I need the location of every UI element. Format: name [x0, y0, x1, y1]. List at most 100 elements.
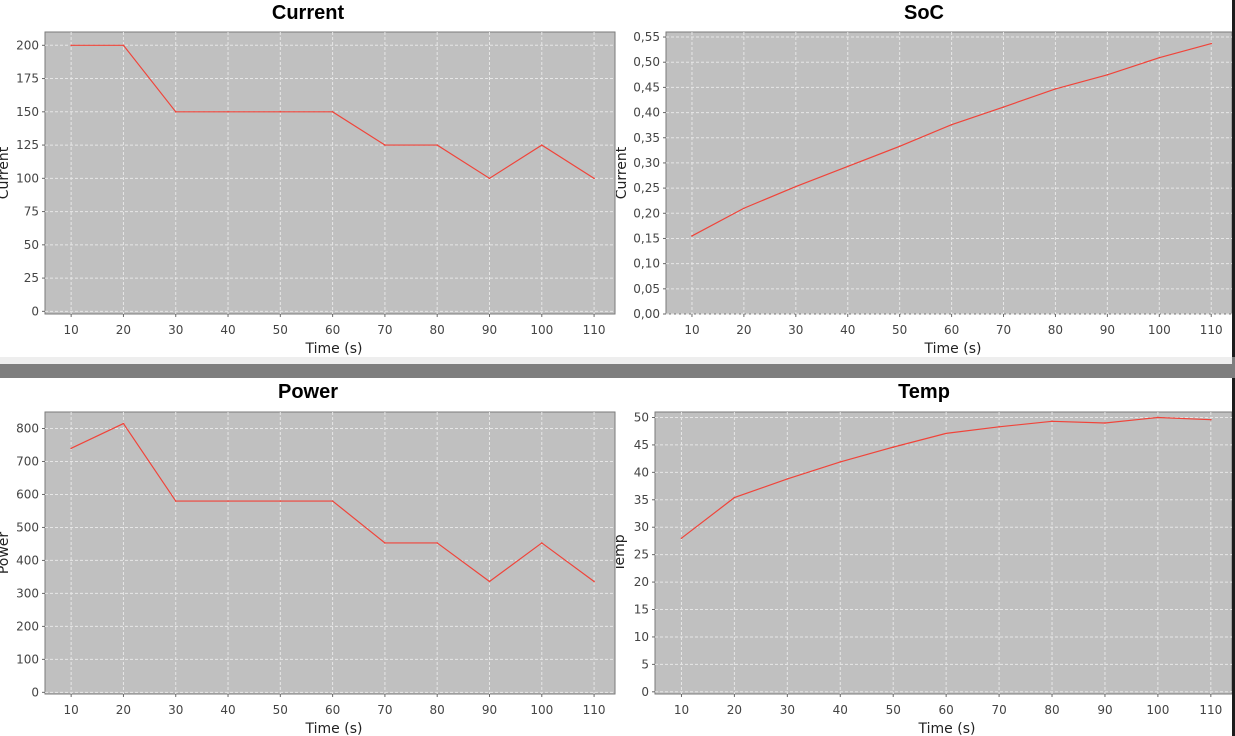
x-tick-label: 110	[1200, 323, 1223, 337]
y-tick-label: 600	[16, 487, 39, 501]
x-tick-label: 10	[64, 703, 79, 717]
x-tick-label: 20	[116, 323, 131, 337]
x-tick-label: 40	[833, 703, 848, 717]
y-tick-label: 25	[24, 271, 39, 285]
chart-title: Current	[272, 2, 345, 24]
data-point	[593, 177, 595, 180]
data-point	[122, 44, 125, 47]
x-tick-label: 30	[780, 703, 795, 717]
chart-title: SoC	[904, 2, 944, 24]
data-point	[898, 145, 901, 148]
x-tick-label: 80	[430, 323, 445, 337]
data-point	[945, 432, 947, 435]
plot-area[interactable]	[44, 31, 616, 315]
y-tick-label: 100	[16, 652, 39, 666]
x-tick-label: 60	[325, 703, 340, 717]
x-tick-label: 70	[996, 323, 1011, 337]
data-point	[384, 144, 386, 146]
x-tick-label: 100	[1146, 703, 1169, 717]
y-tick-label: 0,20	[633, 206, 660, 220]
y-axis-label: Temp	[616, 534, 628, 572]
data-point	[846, 165, 849, 168]
split-pane-gap	[0, 357, 1235, 364]
data-point	[998, 426, 1000, 428]
power-chart: 10 20 30 40 50 60 70 80 90 100 110 0 100 200 300 400 500…	[0, 381, 616, 736]
data-point	[950, 123, 953, 126]
chart-title: Power	[278, 381, 338, 403]
x-tick-label: 20	[727, 703, 742, 717]
y-tick-label: 0	[31, 685, 39, 699]
x-tick-label: 50	[886, 703, 901, 717]
x-tick-label: 50	[273, 703, 288, 717]
x-tick-label: 10	[674, 703, 689, 717]
plot-area[interactable]	[654, 411, 1232, 695]
y-tick-label: 0,10	[633, 257, 660, 271]
y-axis-label: Power	[0, 532, 12, 575]
x-tick-label: 40	[840, 323, 855, 337]
x-tick-label: 30	[168, 323, 183, 337]
x-tick-label: 90	[1097, 703, 1112, 717]
data-point	[70, 447, 72, 450]
x-tick-label: 20	[736, 323, 751, 337]
data-point	[436, 542, 439, 544]
x-tick-label: 30	[168, 703, 183, 717]
x-tick-label: 40	[220, 323, 235, 337]
x-tick-label: 30	[788, 323, 803, 337]
temp-chart: 10 20 30 40 50 60 70 80 90 100 110 0 5 10 15 20 25 30 35 40…	[616, 381, 1232, 736]
data-point	[174, 500, 177, 502]
x-axis-label: Time (s)	[305, 341, 363, 357]
data-point	[279, 500, 282, 502]
data-point	[384, 542, 386, 544]
y-tick-label: 40	[634, 465, 649, 479]
y-tick-label: 0,05	[633, 282, 660, 296]
x-tick-label: 90	[482, 703, 497, 717]
x-axis-label: Time (s)	[918, 721, 976, 736]
plot-area[interactable]	[665, 31, 1232, 315]
x-tick-label: 80	[1048, 323, 1063, 337]
soc-chart: 10 20 30 40 50 60 70 80 90 100 110 0,00 0,05 0,10 0,15…	[616, 2, 1232, 357]
y-tick-label: 10	[634, 630, 649, 644]
data-point	[786, 478, 789, 480]
data-point	[488, 177, 491, 180]
x-tick-label: 80	[430, 703, 445, 717]
y-tick-label: 0,00	[633, 307, 660, 321]
y-tick-label: 100	[16, 171, 39, 185]
x-tick-label: 110	[1199, 703, 1222, 717]
data-point	[691, 235, 693, 237]
x-tick-label: 50	[892, 323, 907, 337]
data-point	[1051, 420, 1053, 423]
y-tick-label: 0,30	[633, 156, 660, 170]
y-tick-label: 0	[641, 685, 649, 699]
plot-area[interactable]	[44, 411, 616, 695]
chart-title: Temp	[898, 381, 950, 403]
y-tick-label: 125	[16, 138, 39, 152]
y-tick-label: 0,50	[633, 55, 660, 69]
data-point	[1157, 416, 1159, 419]
data-point	[1054, 88, 1057, 90]
x-tick-label: 100	[530, 323, 553, 337]
x-axis-label: Time (s)	[924, 341, 982, 357]
data-point	[1002, 106, 1005, 108]
x-tick-label: 10	[64, 323, 79, 337]
y-axis-label: Current	[616, 146, 630, 199]
data-point	[174, 111, 177, 113]
data-point	[733, 496, 736, 499]
y-tick-label: 20	[634, 575, 649, 589]
y-tick-label: 300	[16, 586, 39, 600]
data-point	[331, 111, 334, 113]
data-point	[1106, 74, 1109, 76]
x-axis-label: Time (s)	[305, 721, 363, 736]
y-tick-label: 35	[634, 493, 649, 507]
data-point	[839, 461, 842, 463]
y-tick-label: 25	[634, 548, 649, 562]
y-tick-label: 0,25	[633, 181, 660, 195]
data-point	[436, 144, 439, 146]
split-pane-divider[interactable]	[0, 364, 1235, 378]
y-tick-label: 200	[16, 38, 39, 52]
y-tick-label: 700	[16, 454, 39, 468]
x-tick-label: 110	[583, 703, 606, 717]
x-tick-label: 70	[377, 323, 392, 337]
data-point	[1210, 42, 1213, 45]
data-point	[593, 580, 595, 583]
